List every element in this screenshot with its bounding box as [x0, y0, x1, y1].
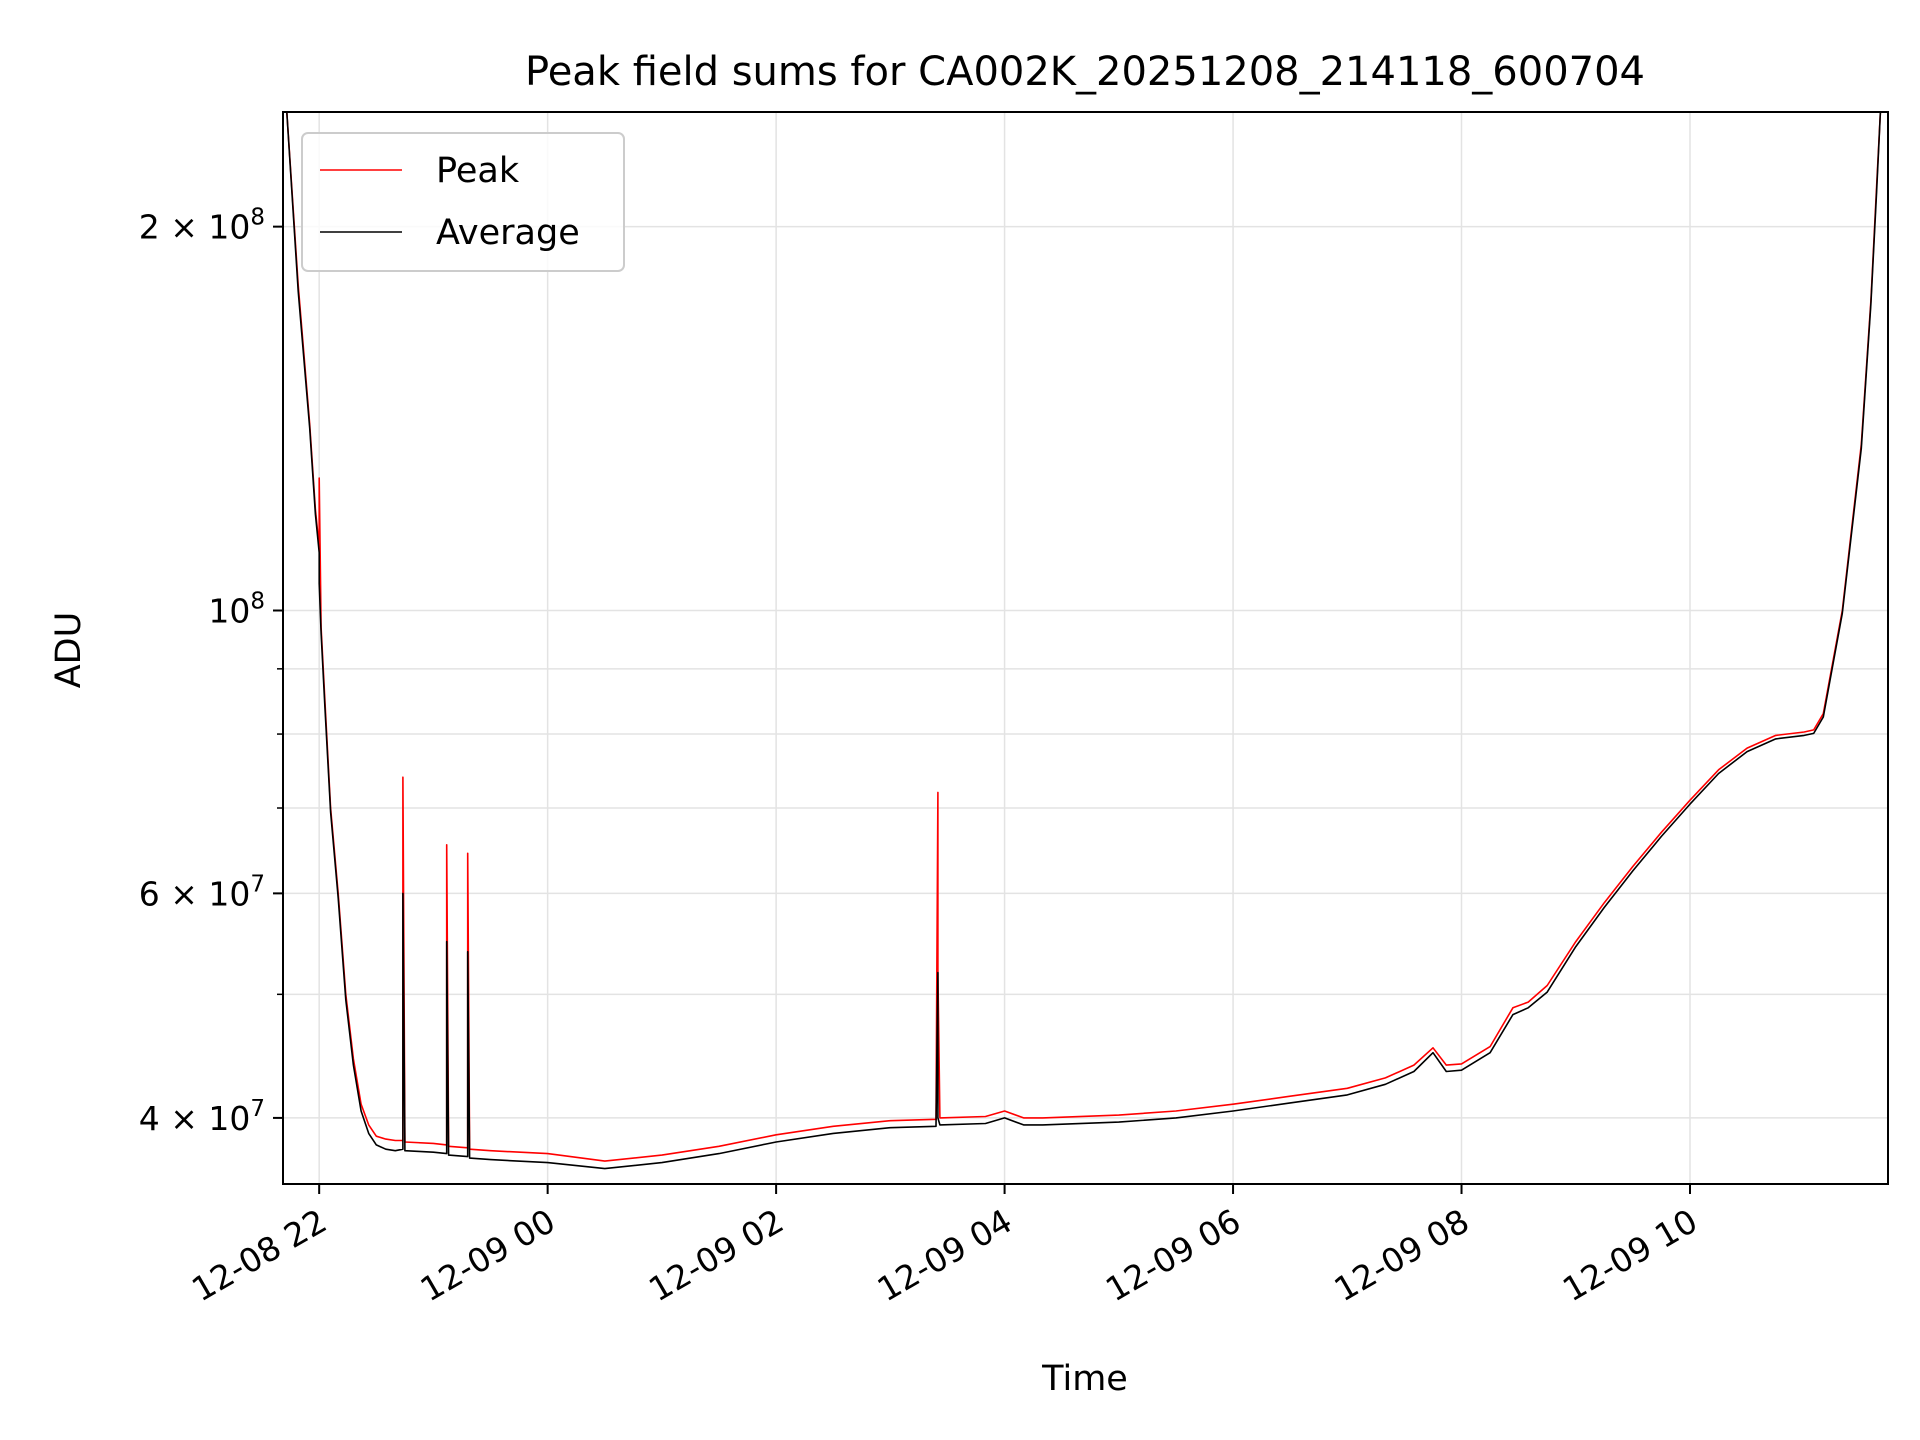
y-tick-label-base: 10 — [208, 591, 250, 630]
legend-label-peak: Peak — [436, 151, 520, 191]
y-tick-label: 4 × 107 — [139, 1096, 265, 1138]
legend-box — [301, 132, 625, 272]
plot-lines — [286, 112, 1882, 1170]
legend-label-average: Average — [436, 213, 580, 253]
y-tick-label-exponent: 8 — [250, 588, 265, 614]
y-tick-label: 2 × 108 — [139, 205, 265, 247]
y-tick-label-exponent: 8 — [250, 205, 265, 231]
y-tick-label-base: 4 × 10 — [139, 1099, 251, 1138]
x-axis-label: Time — [1041, 1359, 1128, 1399]
y-tick-label-base: 6 × 10 — [139, 874, 251, 913]
legend: Peak Average — [301, 132, 625, 272]
y-tick-label: 6 × 107 — [139, 871, 265, 913]
series-line-average — [286, 112, 1882, 1170]
plot-frame — [282, 111, 1889, 1185]
y-axis-label: ADU — [49, 612, 89, 689]
grid — [283, 112, 1888, 1184]
y-tick-label-exponent: 7 — [250, 871, 265, 897]
series-line-peak — [286, 112, 1882, 1162]
y-tick-label-exponent: 7 — [250, 1096, 265, 1122]
y-tick-label-base: 2 × 10 — [139, 208, 251, 247]
chart-title: Peak field sums for CA002K_20251208_2141… — [525, 49, 1645, 95]
y-tick-label: 108 — [208, 588, 265, 630]
